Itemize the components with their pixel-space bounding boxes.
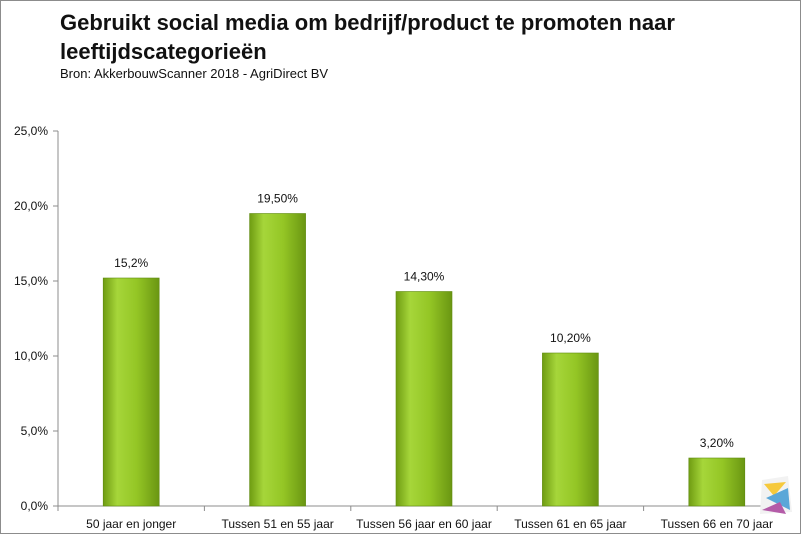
chart-subtitle: Bron: AkkerbouwScanner 2018 - AgriDirect… [60,66,329,81]
x-category-label: 50 jaar en jonger [86,517,176,531]
y-tick-label: 20,0% [14,199,48,213]
data-label: 15,2% [114,256,148,270]
x-category-label: Tussen 51 en 55 jaar [221,517,333,531]
x-category-label: Tussen 66 en 70 jaar [661,517,773,531]
y-tick-label: 25,0% [14,124,48,138]
y-tick-label: 0,0% [21,499,49,513]
bar [542,352,599,507]
bar [688,457,746,507]
bar [102,277,160,507]
data-label: 14,30% [404,270,445,284]
y-tick-label: 10,0% [14,349,48,363]
chart-title: Gebruikt social media om bedrijf/product… [60,10,675,64]
data-label: 19,50% [257,192,298,206]
agridirect-logo-icon [760,476,792,514]
y-tick-label: 15,0% [14,274,48,288]
data-label: 10,20% [550,331,591,345]
y-tick-label: 5,0% [21,424,49,438]
data-label: 3,20% [700,436,734,450]
x-category-label: Tussen 61 en 65 jaar [514,517,626,531]
x-category-label: Tussen 56 jaar en 60 jaar [356,517,492,531]
bar [249,213,306,507]
bar [395,291,453,507]
